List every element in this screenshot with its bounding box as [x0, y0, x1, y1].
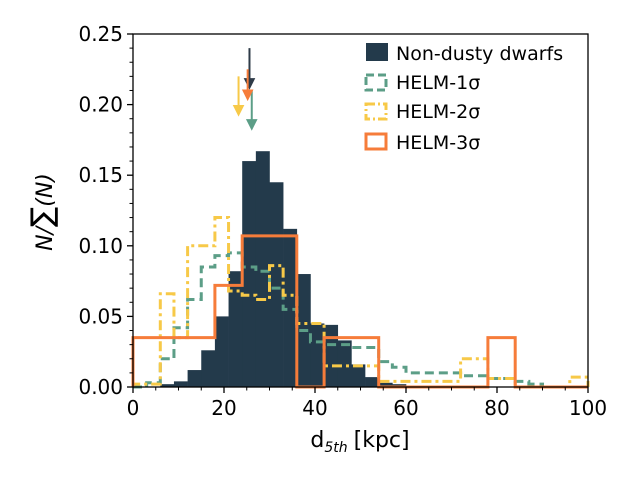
bar-non-dusty: [160, 384, 175, 387]
y-tick-label: 0.25: [78, 22, 123, 46]
legend-swatch-helm-2sigma: [364, 102, 388, 121]
bar-non-dusty: [283, 228, 298, 387]
y-axis-label: N/∑(N): [25, 173, 60, 251]
y-tick-label: 0.20: [78, 93, 123, 117]
bar-non-dusty: [187, 370, 202, 387]
legend-label-non-dusty: Non-dusty dwarfs: [396, 43, 563, 65]
median-arrow-head-3: [241, 89, 254, 102]
y-tick-label: 0.00: [78, 375, 123, 399]
plot-area: [131, 151, 590, 389]
bar-non-dusty: [201, 350, 216, 387]
y-tick-label: 0.05: [78, 304, 123, 328]
svg-text:N/∑(N): N/∑(N): [25, 173, 60, 251]
step-helm-2sigma: [131, 216, 590, 389]
bar-non-dusty: [324, 324, 339, 387]
y-tick-label: 0.15: [78, 163, 123, 187]
bar-non-dusty: [351, 364, 366, 387]
legend-swatch-helm-1sigma: [364, 73, 388, 92]
step-helm-1sigma: [133, 251, 588, 389]
legend-swatch-helm-3sigma: [364, 132, 388, 151]
x-tick-label: 80: [484, 396, 509, 420]
bar-non-dusty: [269, 182, 284, 387]
x-tick-label: 100: [569, 396, 607, 420]
median-arrow-head-2: [232, 104, 245, 117]
bar-non-dusty: [228, 271, 243, 387]
legend-label-helm-3sigma: HELM-3σ: [396, 132, 480, 154]
bar-non-dusty: [214, 316, 229, 387]
axes-frame: [132, 33, 589, 388]
bar-non-dusty: [242, 161, 257, 387]
y-tick-label: 0.10: [78, 234, 123, 258]
x-tick-label: 20: [211, 396, 236, 420]
median-arrows: [232, 48, 258, 131]
legend-label-helm-2sigma: HELM-2σ: [396, 101, 480, 123]
x-tick-label: 0: [127, 396, 140, 420]
x-tick-label: 40: [302, 396, 327, 420]
bar-non-dusty: [337, 340, 352, 387]
bar-non-dusty: [255, 151, 270, 387]
x-tick-label: 60: [393, 396, 418, 420]
axis-ticks: 0 20 40 60 80 100 0.00 0.05 0.10 0.15 0.20 0.25: [78, 22, 607, 420]
bar-non-dusty: [173, 381, 188, 387]
legend-swatch-non-dusty: [366, 43, 388, 61]
bar-non-dusty: [365, 377, 379, 387]
bar-non-dusty: [310, 323, 325, 387]
bar-non-dusty: [378, 382, 393, 387]
median-arrow-head-0: [243, 78, 256, 90]
legend-label-helm-1sigma: HELM-1σ: [396, 72, 480, 94]
legend: Non-dusty dwarfs HELM-1σ HELM-2σ HELM-3σ: [364, 43, 563, 154]
x-axis-label: d5th [kpc]: [310, 428, 409, 456]
median-arrow-head-1: [245, 119, 258, 131]
